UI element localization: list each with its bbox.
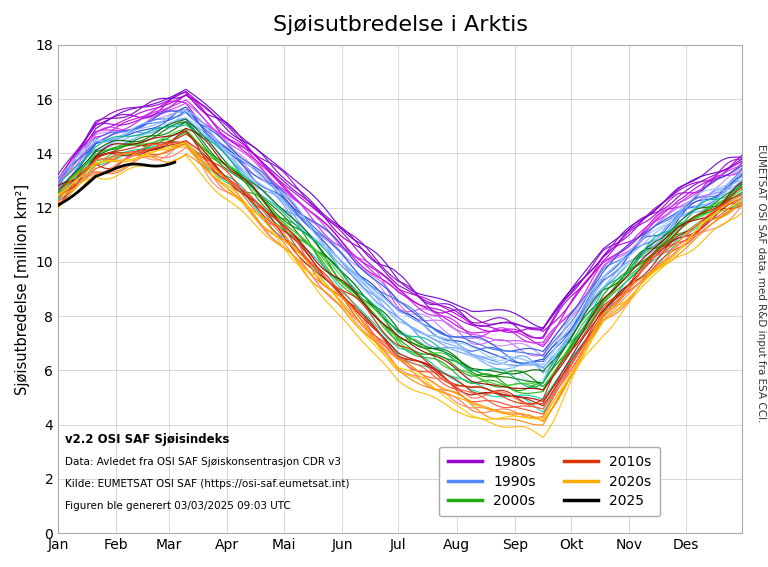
- Text: Figuren ble generert 03/03/2025 09:03 UTC: Figuren ble generert 03/03/2025 09:03 UT…: [65, 501, 291, 511]
- Text: Kilde: EUMETSAT OSI SAF (https://osi-saf.eumetsat.int): Kilde: EUMETSAT OSI SAF (https://osi-saf…: [65, 480, 349, 489]
- Text: Data: Avledet fra OSI SAF Sjøiskonsentrasjon CDR v3: Data: Avledet fra OSI SAF Sjøiskonsentra…: [65, 458, 341, 467]
- Text: EUMETSAT OSI SAF data, med R&D input fra ESA CCI.: EUMETSAT OSI SAF data, med R&D input fra…: [756, 144, 766, 423]
- Y-axis label: Sjøisutbredelse [million km²]: Sjøisutbredelse [million km²]: [15, 184, 30, 395]
- Title: Sjøisutbredelse i Arktis: Sjøisutbredelse i Arktis: [273, 15, 528, 35]
- Text: v2.2 OSI SAF Sjøisindeks: v2.2 OSI SAF Sjøisindeks: [65, 433, 230, 446]
- Legend: 1980s, 1990s, 2000s, 2010s, 2020s, 2025: 1980s, 1990s, 2000s, 2010s, 2020s, 2025: [439, 447, 660, 517]
